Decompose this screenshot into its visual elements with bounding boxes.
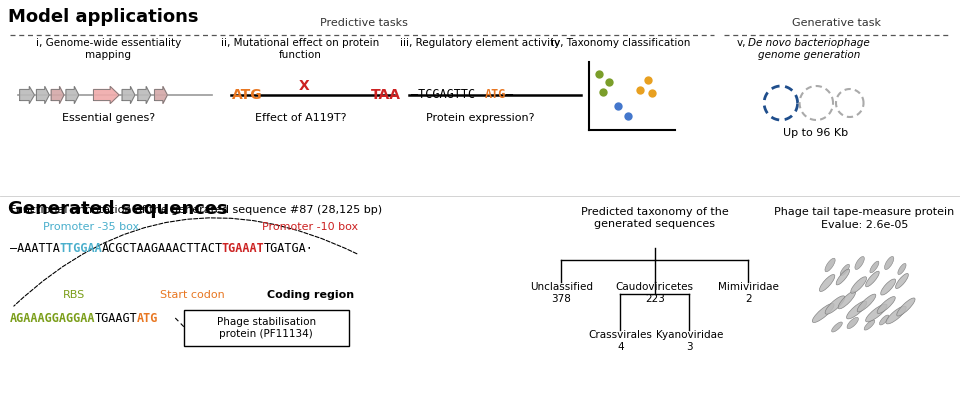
Text: TGATGA⋅: TGATGA⋅ [263, 242, 313, 255]
Ellipse shape [879, 315, 889, 325]
Text: Generative task: Generative task [793, 18, 881, 28]
Ellipse shape [857, 294, 876, 312]
Ellipse shape [884, 257, 894, 270]
Polygon shape [155, 86, 168, 104]
Polygon shape [122, 86, 135, 104]
Polygon shape [36, 86, 49, 104]
Text: Promoter -10 box: Promoter -10 box [262, 222, 358, 232]
Ellipse shape [878, 297, 895, 314]
Text: ACGCTAAGAAACTTACT: ACGCTAAGAAACTTACT [101, 242, 222, 255]
Text: Predicted taxonomy of the
generated sequences: Predicted taxonomy of the generated sequ… [581, 207, 728, 229]
Text: Predictive tasks: Predictive tasks [321, 18, 409, 28]
Text: Crassvirales
4: Crassvirales 4 [588, 330, 652, 352]
Text: Evalue: 2.6e-05: Evalue: 2.6e-05 [821, 220, 909, 230]
Text: Start codon: Start codon [160, 290, 224, 300]
Text: Protein expression?: Protein expression? [426, 113, 534, 123]
Text: Mimiviridae
2: Mimiviridae 2 [718, 282, 779, 304]
Text: —TCGAGTTC: —TCGAGTTC [410, 88, 475, 101]
Text: ATG: ATG [232, 88, 263, 102]
Text: TAA: TAA [371, 88, 402, 102]
Ellipse shape [864, 320, 875, 330]
Text: Coding region: Coding region [266, 290, 354, 300]
Polygon shape [94, 86, 119, 104]
Text: ATG: ATG [485, 88, 506, 101]
FancyBboxPatch shape [184, 310, 349, 346]
Ellipse shape [838, 291, 855, 309]
Polygon shape [20, 86, 34, 104]
Text: Model applications: Model applications [8, 8, 198, 26]
Ellipse shape [819, 274, 835, 292]
Ellipse shape [898, 263, 906, 275]
Polygon shape [66, 86, 79, 104]
Text: Kyanoviridae
3: Kyanoviridae 3 [655, 330, 722, 352]
Text: Promoter -35 box: Promoter -35 box [43, 222, 138, 232]
Ellipse shape [855, 257, 865, 270]
Text: Unclassified
378: Unclassified 378 [529, 282, 593, 304]
Text: Up to 96 Kb: Up to 96 Kb [783, 128, 848, 138]
Ellipse shape [847, 318, 858, 329]
Text: AGAAAGGAGGAA: AGAAAGGAGGAA [10, 312, 96, 325]
Ellipse shape [846, 301, 867, 319]
Text: –AAATTA: –AAATTA [10, 242, 59, 255]
Text: Essential genes?: Essential genes? [61, 113, 155, 123]
Ellipse shape [825, 258, 836, 272]
Ellipse shape [840, 264, 849, 276]
Text: Caudoviricetes
223: Caudoviricetes 223 [616, 282, 694, 304]
Text: Generated sequences: Generated sequences [8, 200, 227, 218]
Text: De novo bacteriophage
genome generation: De novo bacteriophage genome generation [749, 38, 870, 60]
Text: Effect of A119T?: Effect of A119T? [254, 113, 346, 123]
Text: iii, Regulatory element activity: iii, Regulatory element activity [401, 38, 561, 48]
Text: v,: v, [736, 38, 746, 48]
Text: RBS: RBS [62, 290, 85, 300]
Ellipse shape [825, 296, 845, 314]
Text: —: — [506, 88, 513, 101]
Text: TGAAGT: TGAAGT [95, 312, 137, 325]
Text: Phage tail tape-measure protein: Phage tail tape-measure protein [774, 207, 955, 217]
Polygon shape [52, 86, 64, 104]
Ellipse shape [895, 274, 909, 288]
Text: X: X [299, 79, 310, 93]
Ellipse shape [870, 261, 878, 273]
Text: ii, Mutational effect on protein
function: ii, Mutational effect on protein functio… [221, 38, 379, 60]
Ellipse shape [832, 322, 842, 332]
FancyArrowPatch shape [14, 218, 357, 306]
Ellipse shape [880, 279, 896, 295]
Ellipse shape [812, 303, 834, 323]
Polygon shape [137, 86, 151, 104]
Text: i, Genome-wide essentiality
mapping: i, Genome-wide essentiality mapping [36, 38, 181, 60]
Ellipse shape [897, 298, 916, 316]
Ellipse shape [866, 271, 879, 287]
Ellipse shape [866, 304, 887, 322]
Text: TTGGAA: TTGGAA [59, 242, 101, 255]
Ellipse shape [837, 269, 849, 285]
Text: ATG: ATG [136, 312, 158, 325]
Ellipse shape [851, 277, 867, 293]
Ellipse shape [886, 306, 906, 324]
Text: Functional annotation of the generated sequence #87 (28,125 bp): Functional annotation of the generated s… [10, 205, 382, 215]
Text: TGAAAT: TGAAAT [221, 242, 264, 255]
Text: Phage stabilisation
protein (PF11134): Phage stabilisation protein (PF11134) [216, 317, 316, 339]
Text: iv, Taxonomy classification: iv, Taxonomy classification [551, 38, 690, 48]
